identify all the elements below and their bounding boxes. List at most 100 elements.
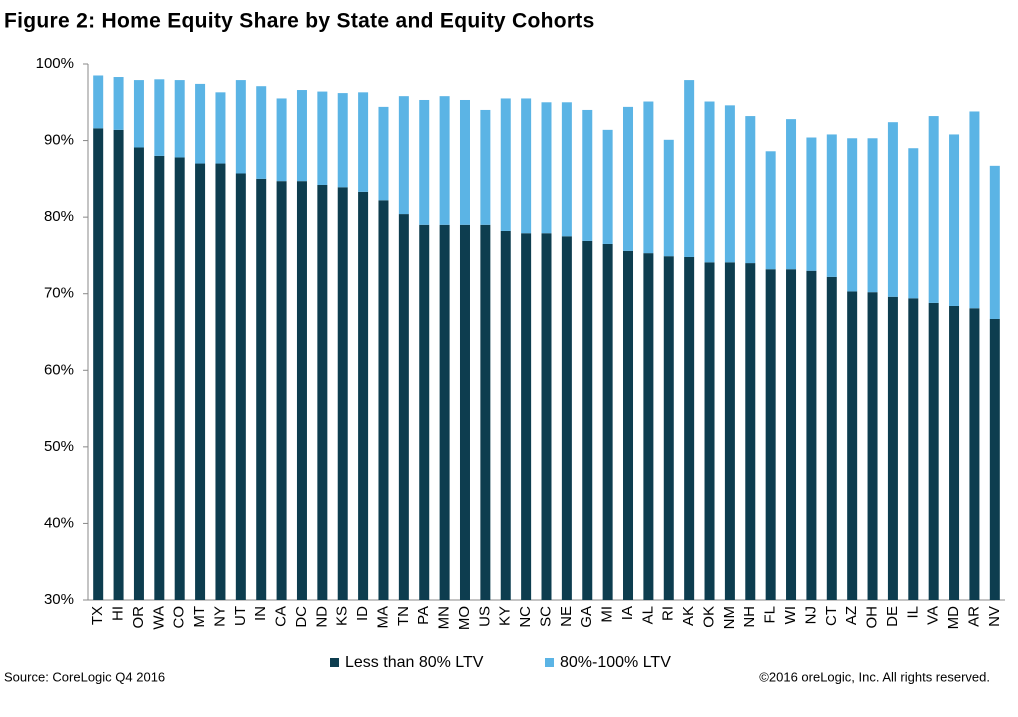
x-tick-label: DE bbox=[884, 606, 901, 627]
bar-segment bbox=[480, 109, 491, 225]
x-tick-label: OR bbox=[130, 606, 147, 629]
x-tick-label: AL bbox=[639, 606, 656, 624]
x-tick-label: VA bbox=[925, 606, 942, 625]
x-tick-label: AK bbox=[680, 606, 697, 626]
bar-segment bbox=[826, 134, 837, 277]
x-tick-label: MO bbox=[456, 606, 473, 630]
bar-segment bbox=[989, 165, 1000, 319]
x-tick-label: NH bbox=[741, 606, 758, 628]
bar-segment bbox=[867, 292, 878, 600]
bar-segment bbox=[684, 80, 695, 257]
bar-segment bbox=[133, 80, 144, 148]
bar-segment bbox=[541, 233, 552, 601]
bar-segment bbox=[582, 240, 593, 600]
bar-segment bbox=[215, 163, 226, 601]
x-tick-label: OH bbox=[864, 606, 881, 629]
bar-segment bbox=[602, 243, 613, 600]
bar-segment bbox=[786, 119, 797, 270]
bar-segment bbox=[439, 224, 450, 601]
bar-segment bbox=[296, 181, 307, 600]
x-tick-label: MN bbox=[436, 606, 453, 629]
bar-segment bbox=[195, 83, 206, 164]
x-tick-label: UT bbox=[232, 606, 249, 626]
y-tick-label: 90% bbox=[44, 132, 74, 149]
bar-segment bbox=[195, 163, 206, 601]
bar-segment bbox=[969, 111, 980, 309]
x-tick-label: MA bbox=[374, 606, 391, 629]
bar-segment bbox=[154, 79, 165, 156]
y-tick-label: 50% bbox=[44, 438, 74, 455]
bar-segment bbox=[704, 262, 715, 600]
bar-segment bbox=[337, 93, 348, 188]
bar-segment bbox=[643, 253, 654, 601]
x-tick-label: KS bbox=[334, 606, 351, 626]
bar-segment bbox=[521, 233, 532, 601]
x-tick-label: US bbox=[476, 606, 493, 627]
y-tick-label: 80% bbox=[44, 208, 74, 225]
bar-segment bbox=[623, 250, 634, 600]
bar-segment bbox=[989, 318, 1000, 600]
copyright: ©2016 oreLogic, Inc. All rights reserved… bbox=[759, 669, 990, 684]
bar-segment bbox=[561, 102, 572, 237]
bar-segment bbox=[174, 157, 185, 600]
bar-segment bbox=[684, 256, 695, 600]
x-tick-label: GA bbox=[578, 606, 595, 628]
bar-segment bbox=[378, 200, 389, 600]
bar-segment bbox=[215, 92, 226, 164]
bar-segment bbox=[887, 296, 898, 600]
x-tick-label: NM bbox=[721, 606, 738, 629]
x-tick-label: DC bbox=[293, 606, 310, 628]
bar-segment bbox=[765, 151, 776, 270]
bar-segment bbox=[459, 224, 470, 601]
x-tick-label: NV bbox=[986, 606, 1003, 627]
bar-segment bbox=[582, 109, 593, 241]
x-tick-label: AR bbox=[965, 606, 982, 627]
bar-segment bbox=[113, 77, 124, 130]
bar-segment bbox=[765, 269, 776, 600]
x-tick-label: IN bbox=[252, 606, 269, 621]
y-tick-label: 30% bbox=[44, 591, 74, 608]
x-tick-label: PA bbox=[415, 606, 432, 625]
x-tick-label: RI bbox=[660, 606, 677, 621]
bar-segment bbox=[724, 105, 735, 263]
bar-segment bbox=[704, 101, 715, 263]
x-tick-label: CT bbox=[823, 606, 840, 626]
bar-segment bbox=[786, 269, 797, 600]
x-tick-label: HI bbox=[110, 606, 127, 621]
bar-segment bbox=[256, 86, 267, 179]
bar-segment bbox=[113, 129, 124, 600]
bar-segment bbox=[969, 308, 980, 600]
x-tick-label: NC bbox=[517, 606, 534, 628]
bar-segment bbox=[847, 291, 858, 600]
chart-title: Figure 2: Home Equity Share by State and… bbox=[4, 10, 595, 33]
bar-segment bbox=[908, 298, 919, 600]
bar-segment bbox=[521, 98, 532, 234]
bar-segment bbox=[459, 99, 470, 225]
y-tick-label: 100% bbox=[36, 55, 74, 72]
x-tick-label: ID bbox=[354, 606, 371, 621]
x-tick-label: NY bbox=[211, 606, 228, 627]
bar-segment bbox=[358, 191, 369, 601]
bar-segment bbox=[908, 148, 919, 299]
x-tick-label: IA bbox=[619, 606, 636, 620]
x-tick-label: WI bbox=[782, 606, 799, 624]
bar-segment bbox=[317, 91, 328, 185]
bar-segment bbox=[276, 98, 287, 182]
bar-segment bbox=[663, 256, 674, 600]
x-tick-label: NE bbox=[558, 606, 575, 627]
bar-segment bbox=[623, 106, 634, 251]
x-tick-label: CA bbox=[273, 606, 290, 627]
bar-segment bbox=[541, 102, 552, 234]
bar-segment bbox=[663, 139, 674, 257]
bar-segment bbox=[296, 90, 307, 182]
bar-segment bbox=[235, 173, 246, 601]
bar-segment bbox=[235, 80, 246, 174]
bar-segment bbox=[133, 147, 144, 600]
bar-segment bbox=[93, 75, 104, 129]
bar-segment bbox=[419, 99, 430, 225]
bar-segment bbox=[724, 262, 735, 600]
x-tick-label: CO bbox=[171, 606, 188, 629]
bar-segment bbox=[826, 276, 837, 600]
bar-segment bbox=[867, 138, 878, 293]
